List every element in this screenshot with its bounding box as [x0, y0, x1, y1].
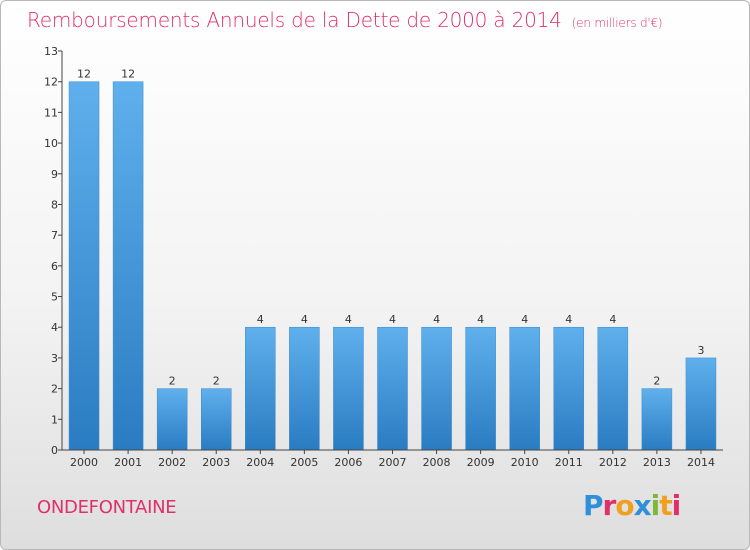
bar-value-label: 4 — [301, 313, 308, 326]
bar — [641, 388, 673, 451]
y-tick-label: 5 — [51, 291, 58, 304]
bar-value-label: 2 — [213, 375, 220, 388]
x-tick-label: 2009 — [467, 456, 495, 469]
logo-letter: i — [671, 489, 682, 522]
bar — [685, 357, 717, 451]
bar-value-label: 4 — [521, 313, 528, 326]
bar-value-label: 2 — [169, 375, 176, 388]
commune-name: ONDEFONTAINE — [37, 497, 177, 518]
y-tick-label: 6 — [51, 260, 58, 273]
x-tick-label: 2011 — [555, 456, 583, 469]
x-tick-label: 2004 — [246, 456, 274, 469]
y-tick-label: 10 — [44, 137, 58, 150]
bar — [509, 326, 540, 451]
bar-value-label: 4 — [609, 313, 616, 326]
x-tick-label: 2001 — [114, 456, 142, 469]
logo-letter: i — [650, 489, 661, 522]
y-tick-label: 4 — [51, 321, 58, 334]
x-tick-label: 2007 — [379, 456, 407, 469]
bar — [333, 326, 364, 451]
bar — [200, 388, 232, 451]
bar — [68, 81, 100, 451]
bar-value-label: 12 — [121, 68, 135, 81]
x-tick-label: 2010 — [511, 456, 539, 469]
bar-value-label: 3 — [697, 344, 704, 357]
bar — [289, 326, 320, 451]
bars: 12 12 2 2 4 4 4 4 4 4 4 4 4 2 3 — [68, 68, 717, 451]
bar — [156, 388, 188, 451]
bar — [553, 326, 585, 451]
bar — [597, 326, 629, 451]
bar-value-label: 4 — [477, 313, 484, 326]
y-tick-label: 9 — [51, 168, 58, 181]
y-tick-label: 2 — [51, 383, 58, 396]
y-tick-label: 3 — [51, 352, 58, 365]
logo-letter: r — [602, 489, 617, 522]
x-tick-label: 2003 — [202, 456, 230, 469]
logo-letter: t — [659, 489, 672, 522]
logo-letter: P — [583, 489, 604, 522]
proxiti-logo: Proxiti — [583, 489, 682, 522]
y-tick-label: 8 — [51, 198, 58, 211]
bar-value-label: 4 — [345, 313, 352, 326]
chart-title: Remboursements Annuels de la Dette de 20… — [27, 8, 663, 32]
y-tick-label: 12 — [44, 76, 58, 89]
x-tick-label: 2008 — [423, 456, 451, 469]
bar-value-label: 4 — [565, 313, 572, 326]
bar-value-label: 4 — [433, 313, 440, 326]
bar-value-label: 4 — [257, 313, 264, 326]
y-tick-label: 11 — [44, 106, 58, 119]
chart-title-unit: (en milliers d'€) — [571, 16, 663, 30]
y-tick-label: 7 — [51, 229, 58, 242]
bar — [112, 81, 144, 451]
x-tick-label: 2006 — [334, 456, 362, 469]
bar — [465, 326, 496, 451]
bar-value-label: 12 — [77, 68, 91, 81]
x-tick-label: 2000 — [70, 456, 98, 469]
bar-value-label: 4 — [389, 313, 396, 326]
bar — [245, 326, 276, 451]
x-tick-label: 2014 — [687, 456, 715, 469]
logo-letter: o — [615, 489, 634, 522]
bar-value-label: 2 — [653, 375, 660, 388]
y-tick-label: 13 — [44, 45, 58, 58]
y-tick-label: 1 — [51, 413, 58, 426]
x-axis: 2000 2001 2002 2003 2004 2005 2006 2007 2008 2009… — [62, 449, 723, 469]
x-tick-label: 2012 — [599, 456, 627, 469]
x-tick-label: 2002 — [158, 456, 186, 469]
y-tick-label: 0 — [51, 444, 58, 457]
bar — [421, 326, 452, 451]
logo-letter: x — [633, 489, 652, 522]
chart-title-main: Remboursements Annuels de la Dette de 20… — [27, 8, 562, 32]
bar — [377, 326, 408, 451]
x-tick-label: 2013 — [643, 456, 671, 469]
x-tick-label: 2005 — [290, 456, 318, 469]
